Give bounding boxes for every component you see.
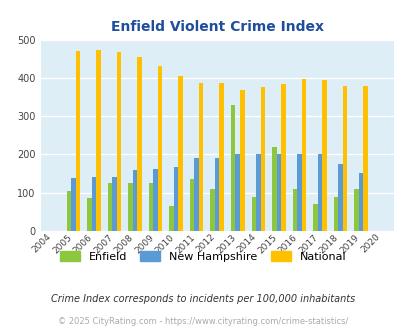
Text: Crime Index corresponds to incidents per 100,000 inhabitants: Crime Index corresponds to incidents per…: [51, 294, 354, 304]
Bar: [178, 76, 183, 231]
Bar: [292, 189, 296, 231]
Bar: [317, 154, 321, 231]
Bar: [333, 197, 337, 231]
Bar: [92, 178, 96, 231]
Bar: [312, 204, 317, 231]
Bar: [321, 80, 326, 231]
Bar: [256, 154, 260, 231]
Bar: [239, 90, 244, 231]
Bar: [173, 167, 178, 231]
Text: © 2025 CityRating.com - https://www.cityrating.com/crime-statistics/: © 2025 CityRating.com - https://www.city…: [58, 317, 347, 326]
Bar: [362, 86, 367, 231]
Bar: [251, 197, 256, 231]
Bar: [260, 87, 264, 231]
Bar: [301, 79, 305, 231]
Bar: [280, 84, 285, 231]
Bar: [271, 147, 276, 231]
Bar: [112, 178, 117, 231]
Bar: [296, 154, 301, 231]
Bar: [71, 178, 75, 231]
Bar: [190, 179, 194, 231]
Bar: [66, 191, 71, 231]
Bar: [107, 183, 112, 231]
Bar: [87, 198, 92, 231]
Bar: [198, 83, 203, 231]
Bar: [230, 105, 235, 231]
Bar: [194, 158, 198, 231]
Bar: [337, 164, 342, 231]
Bar: [132, 170, 137, 231]
Bar: [169, 206, 173, 231]
Bar: [128, 183, 132, 231]
Bar: [342, 85, 346, 231]
Legend: Enfield, New Hampshire, National: Enfield, New Hampshire, National: [55, 247, 350, 267]
Bar: [219, 83, 224, 231]
Bar: [158, 66, 162, 231]
Title: Enfield Violent Crime Index: Enfield Violent Crime Index: [111, 20, 323, 34]
Bar: [276, 154, 280, 231]
Bar: [137, 57, 141, 231]
Bar: [214, 158, 219, 231]
Bar: [358, 173, 362, 231]
Bar: [153, 169, 158, 231]
Bar: [210, 189, 214, 231]
Bar: [96, 50, 100, 231]
Bar: [235, 154, 239, 231]
Bar: [75, 51, 80, 231]
Bar: [117, 52, 121, 231]
Bar: [353, 189, 358, 231]
Bar: [149, 183, 153, 231]
